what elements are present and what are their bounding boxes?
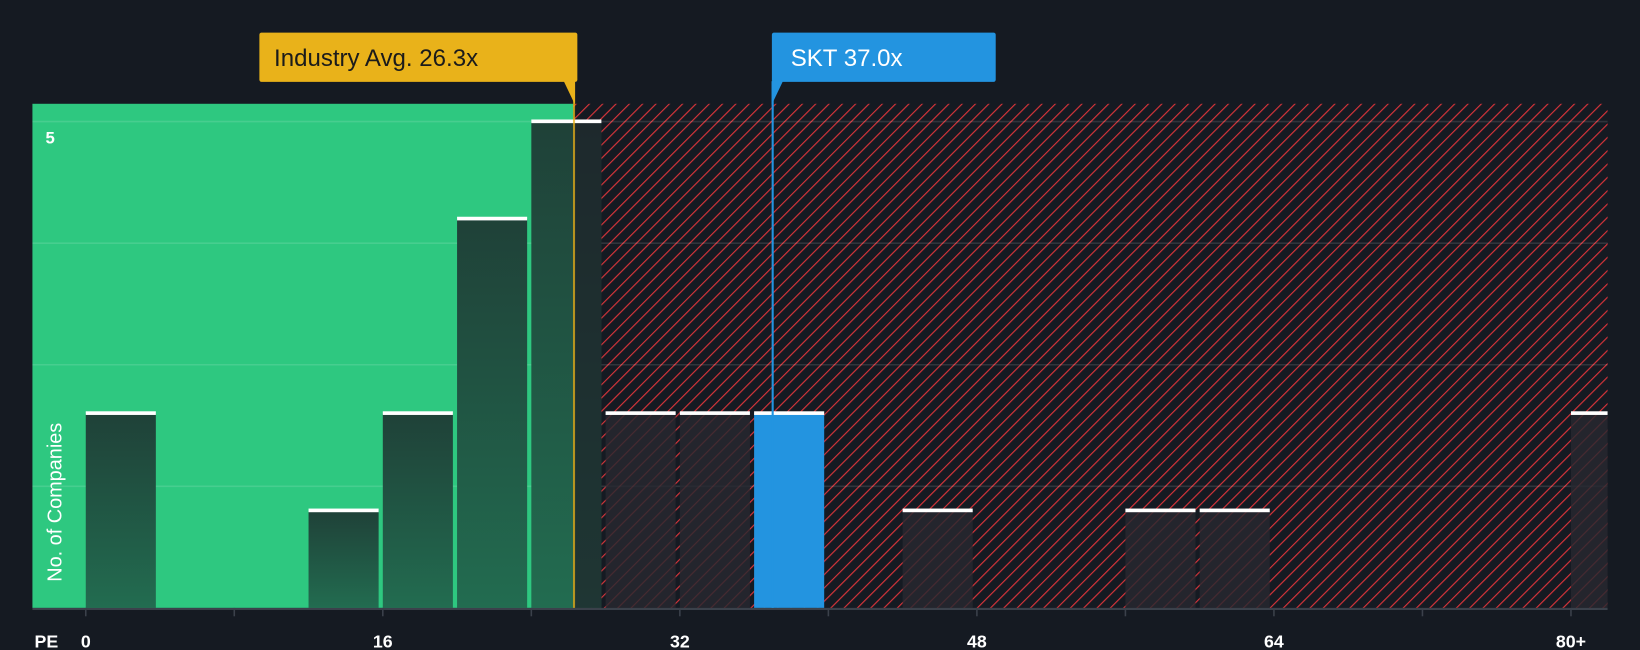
histogram-bar [1570, 413, 1608, 608]
bar-cap [308, 508, 379, 513]
bar-cap [457, 216, 528, 221]
histogram-bar [679, 413, 750, 608]
histogram-bar [382, 413, 453, 608]
histogram-bar [1199, 510, 1270, 608]
histogram-bar [457, 218, 528, 608]
x-tick-label: 80+ [1556, 632, 1586, 650]
histogram-bar [308, 510, 379, 608]
x-tick-label: 48 [967, 632, 987, 650]
histogram-bar [754, 413, 825, 608]
x-axis-label: PE [35, 632, 59, 650]
bar-cap [1125, 508, 1196, 513]
histogram-bar [85, 413, 156, 608]
histogram-bar [902, 510, 973, 608]
histogram-bar-overlay [573, 121, 602, 608]
x-tick-label: 64 [1264, 632, 1284, 650]
bar-cap [85, 411, 156, 415]
bar-cap [531, 119, 602, 124]
y-axis-label: No. of Companies [45, 423, 67, 582]
company-annotation: SKT 37.0x [771, 32, 996, 608]
industry-avg-label: Industry Avg. 26.3x [274, 45, 478, 72]
y-tick-label: 5 [46, 129, 55, 148]
bar-cap [754, 411, 825, 415]
company-pe-label: SKT 37.0x [791, 45, 903, 72]
histogram-bar [605, 413, 676, 608]
x-tick-label: 16 [373, 632, 393, 650]
bar-cap [1570, 411, 1608, 415]
x-tick-label: 0 [81, 632, 91, 650]
bar-cap [679, 411, 750, 415]
x-tick-label: 32 [670, 632, 690, 650]
bar-cap [1199, 508, 1270, 513]
bar-cap [382, 411, 453, 415]
industry-avg-annotation: Industry Avg. 26.3x [259, 32, 578, 608]
histogram-bar [1125, 510, 1196, 608]
bar-cap [605, 411, 676, 415]
bar-cap [902, 508, 973, 513]
